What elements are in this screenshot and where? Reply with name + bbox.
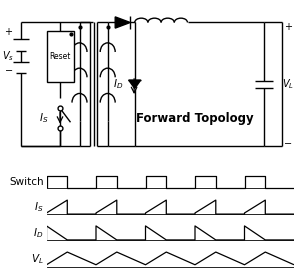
Text: $V_L$: $V_L$	[282, 78, 294, 91]
Text: Reset: Reset	[49, 52, 71, 61]
Polygon shape	[115, 17, 130, 28]
Text: $I_S$: $I_S$	[39, 111, 48, 125]
Text: $I_S$: $I_S$	[34, 200, 44, 214]
Text: $-$: $-$	[284, 137, 292, 147]
Text: $I_D$: $I_D$	[33, 226, 43, 240]
Text: $V_s$: $V_s$	[2, 49, 14, 63]
Text: Forward Topology: Forward Topology	[136, 112, 254, 125]
Text: $-$: $-$	[4, 64, 13, 74]
Bar	[46, 31, 74, 82]
Text: Switch: Switch	[9, 177, 44, 187]
Text: $I_D$: $I_D$	[113, 78, 123, 91]
Text: $V_L$: $V_L$	[31, 253, 44, 266]
Polygon shape	[129, 80, 141, 89]
Text: +: +	[4, 27, 12, 37]
Text: +: +	[284, 22, 292, 32]
